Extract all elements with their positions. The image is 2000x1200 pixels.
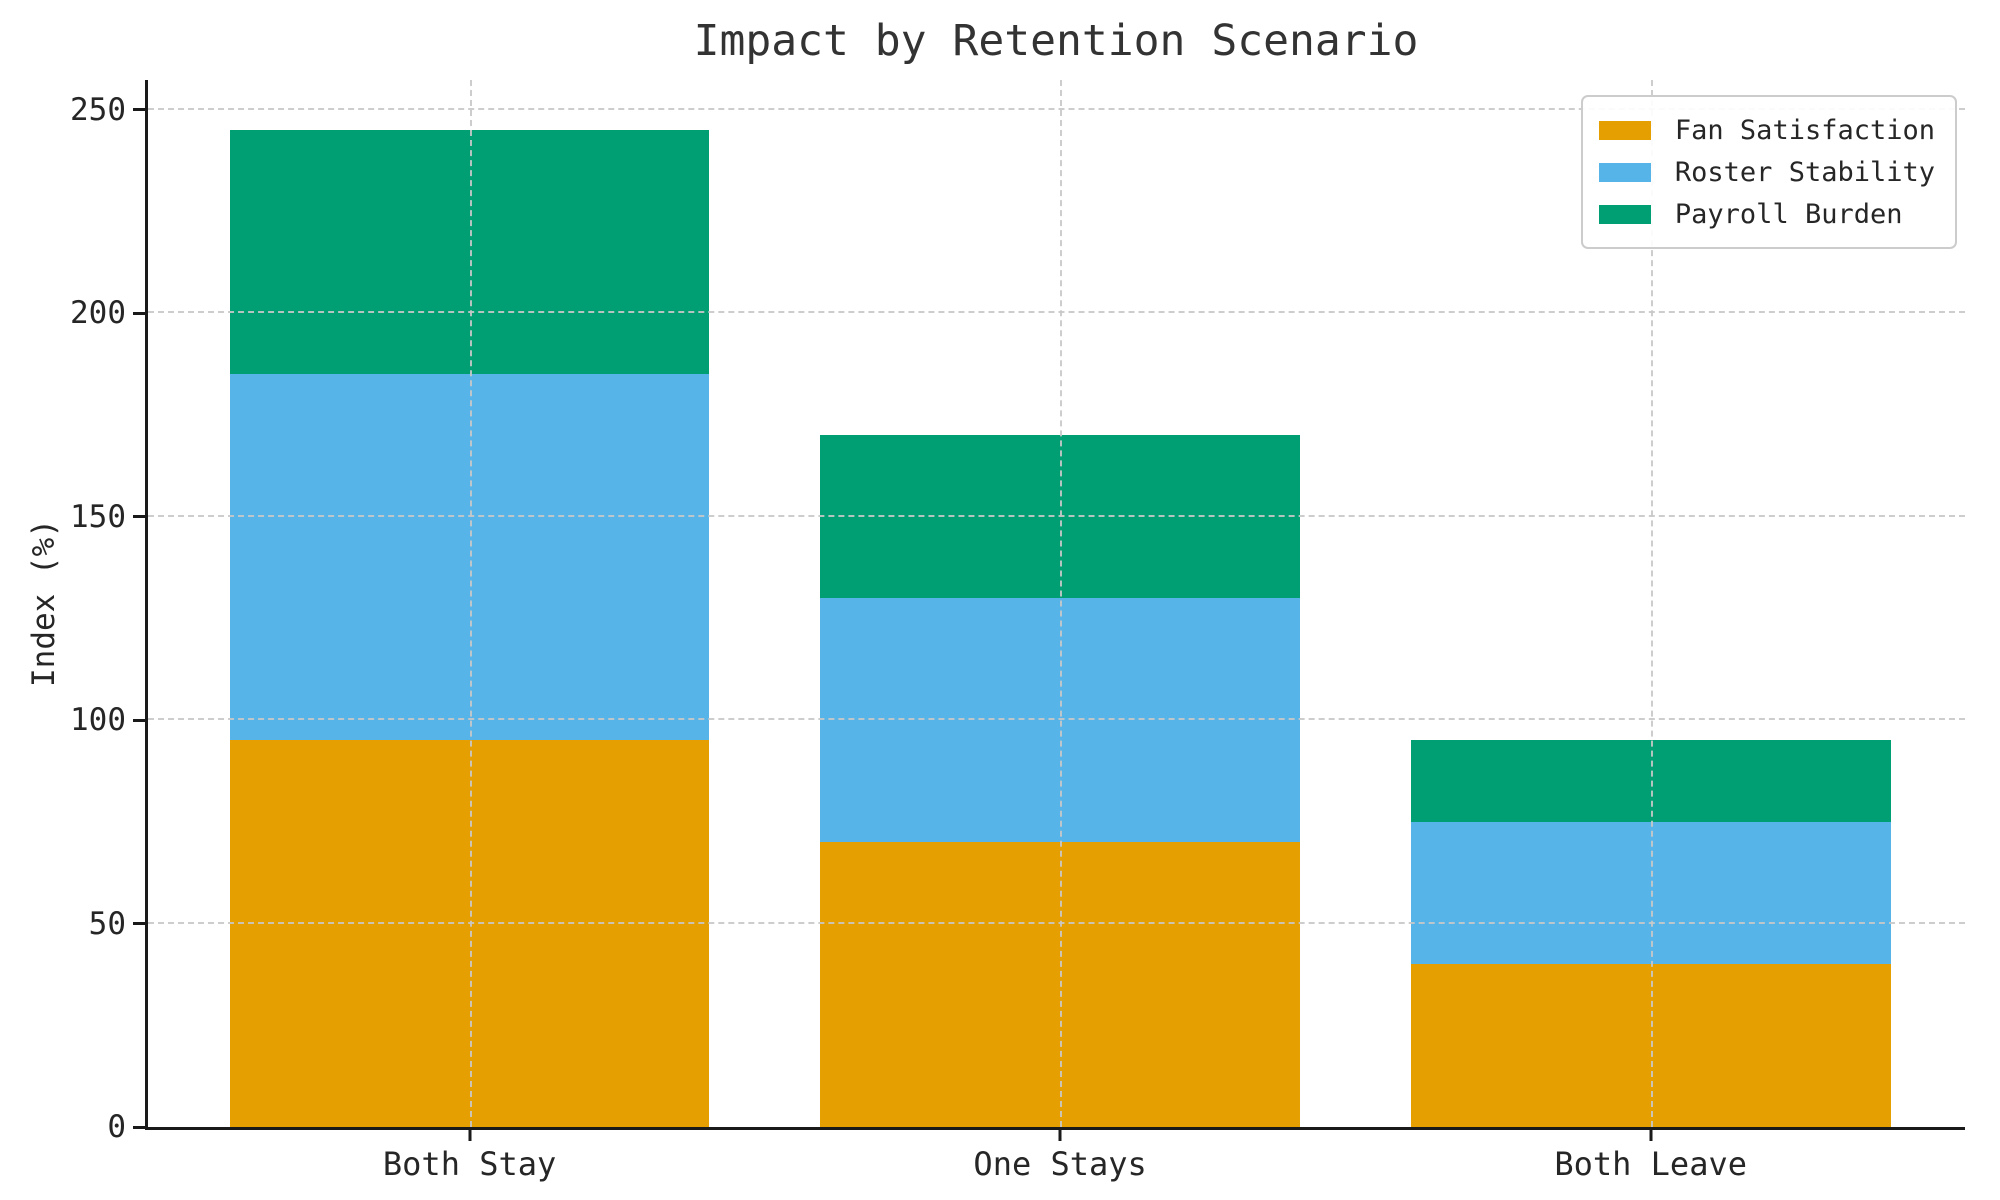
x-gridline bbox=[1650, 80, 1653, 1127]
y-tick-mark bbox=[133, 1125, 145, 1129]
y-gridline bbox=[148, 107, 1965, 110]
legend-item: Payroll Burden bbox=[1598, 193, 1935, 235]
x-tick-label: Both Leave bbox=[1554, 1145, 1747, 1183]
y-tick-mark bbox=[133, 922, 145, 926]
legend-label: Fan Satisfaction bbox=[1674, 114, 1935, 146]
y-gridline bbox=[148, 311, 1965, 314]
legend: Fan Satisfaction Roster Stability Payroll … bbox=[1580, 95, 1957, 249]
y-tick-label: 0 bbox=[107, 1109, 126, 1145]
plot-area: 0 50 100 150 200 250 Both Stay One Stays Both Le… bbox=[70, 80, 1965, 1183]
y-tick-mark bbox=[133, 311, 145, 315]
y-tick-label: 50 bbox=[88, 905, 126, 942]
x-axis-spine bbox=[145, 1127, 1965, 1130]
legend-swatch-icon bbox=[1598, 204, 1651, 224]
y-tick-mark bbox=[133, 515, 145, 519]
y-tick-label: 150 bbox=[70, 498, 126, 535]
x-gridline bbox=[469, 80, 472, 1127]
y-tick-mark bbox=[133, 718, 145, 722]
legend-item: Fan Satisfaction bbox=[1598, 109, 1935, 151]
y-axis-label: Index (%) bbox=[26, 519, 62, 687]
y-gridline bbox=[148, 921, 1965, 924]
x-tick-mark bbox=[468, 1130, 472, 1141]
y-tick-label: 100 bbox=[70, 702, 126, 739]
y-tick-label: 200 bbox=[70, 295, 126, 332]
y-tick-label: 250 bbox=[70, 91, 126, 128]
x-tick-label: Both Stay bbox=[382, 1145, 557, 1183]
y-tick-mark bbox=[133, 108, 145, 112]
legend-swatch-icon bbox=[1598, 120, 1651, 140]
legend-label: Roster Stability bbox=[1674, 156, 1935, 188]
y-gridline bbox=[148, 514, 1965, 517]
y-axis-spine bbox=[145, 80, 148, 1130]
legend-swatch-icon bbox=[1598, 162, 1651, 182]
legend-label: Payroll Burden bbox=[1674, 198, 1903, 230]
x-tick-label: One Stays bbox=[973, 1145, 1147, 1183]
x-tick-mark bbox=[1058, 1130, 1062, 1141]
y-gridline bbox=[148, 718, 1965, 721]
x-tick-mark bbox=[1649, 1130, 1653, 1141]
chart-title: Impact by Retention Scenario bbox=[693, 16, 1419, 66]
x-gridline bbox=[1060, 80, 1063, 1127]
legend-item: Roster Stability bbox=[1598, 151, 1935, 193]
